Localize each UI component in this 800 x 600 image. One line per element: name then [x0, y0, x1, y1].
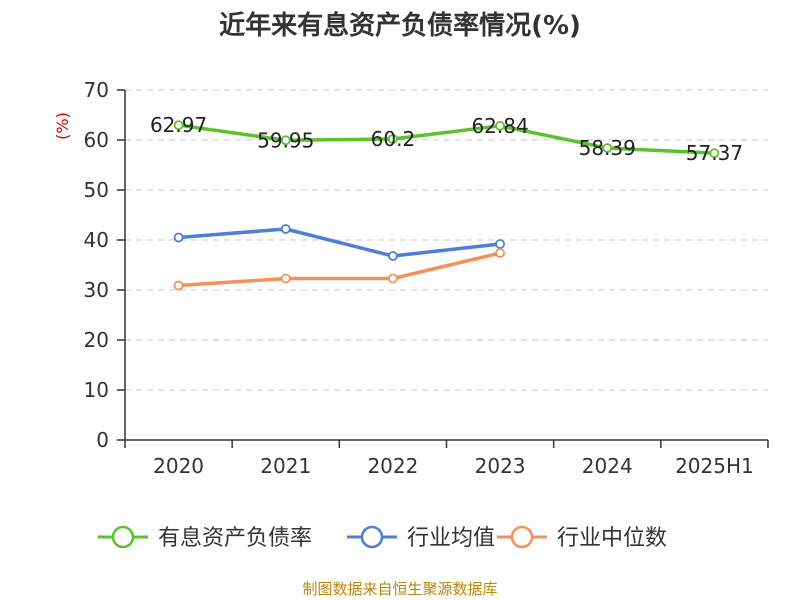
data-point: [495, 248, 505, 258]
data-point: [280, 135, 291, 146]
data-point: [709, 148, 720, 159]
data-point: [280, 273, 291, 284]
legend-swatch-marker: [360, 525, 384, 549]
legend: 有息资产负债率 行业均值 行业中位数: [98, 525, 667, 551]
legend-swatch-marker: [111, 525, 135, 549]
data-label: 62.97: [150, 113, 207, 137]
series-line-1: [176, 227, 502, 258]
x-tick-label: 2020: [153, 454, 204, 478]
y-tick-label: 60: [84, 128, 109, 152]
data-label: 59.95: [257, 128, 314, 152]
data-point: [173, 120, 184, 131]
data-point: [495, 239, 505, 249]
x-axis-ticks: 2020 2021 2022 2023 2024 2025H1: [124, 440, 769, 478]
y-tick-label: 70: [84, 78, 109, 102]
legend-swatch-marker: [510, 525, 534, 549]
y-tick-label: 30: [84, 278, 109, 302]
data-labels: 62.97 59.95 60.2 62.84 58.39 57.37: [150, 113, 743, 165]
data-point: [388, 251, 398, 261]
y-tick-label: 0: [96, 428, 109, 452]
x-tick-label: 2024: [582, 454, 633, 478]
data-point: [388, 273, 398, 284]
y-tick-label: 40: [84, 228, 109, 252]
y-tick-label: 20: [84, 328, 109, 352]
x-tick-label: 2023: [475, 454, 526, 478]
y-axis-ticks: 0 10 20 30 40 50 60 70: [84, 78, 125, 452]
legend-label: 行业均值: [407, 526, 495, 551]
x-tick-label: 2022: [367, 454, 418, 478]
data-point: [602, 143, 613, 153]
gridlines: [125, 89, 768, 391]
data-point: [280, 224, 291, 234]
data-label: 58.39: [579, 136, 636, 160]
x-tick-label: 2021: [260, 454, 311, 478]
y-tick-label: 50: [84, 178, 109, 202]
legend-item-2[interactable]: 行业中位数: [497, 525, 667, 551]
data-label: 57.37: [686, 141, 743, 165]
data-label: 62.84: [471, 114, 528, 138]
legend-item-0[interactable]: 有息资产负债率: [98, 525, 312, 551]
data-label: 60.2: [371, 127, 416, 151]
legend-item-1[interactable]: 行业均值: [347, 525, 495, 551]
x-tick-label: 2025H1: [675, 454, 754, 478]
y-axis-unit-label: (%): [53, 112, 72, 140]
legend-label: 行业中位数: [557, 526, 667, 551]
series-line-2: [176, 251, 502, 288]
data-point: [388, 134, 398, 144]
data-point: [495, 120, 505, 131]
data-point: [173, 280, 184, 291]
y-tick-label: 10: [84, 378, 109, 402]
series-line-0: [176, 123, 717, 155]
legend-label: 有息资产负债率: [158, 526, 312, 551]
source-note: 制图数据来自恒生聚源数据库: [302, 580, 497, 598]
chart-title: 近年来有息资产负债率情况(%): [219, 10, 581, 41]
data-point: [173, 232, 184, 243]
series-group: [173, 120, 720, 291]
